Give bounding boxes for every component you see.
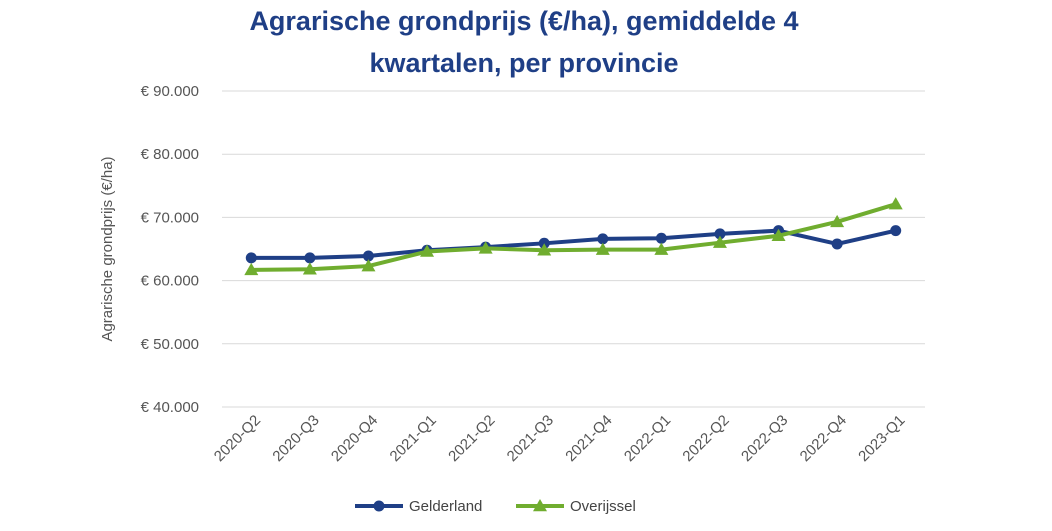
- x-tick-label: 2023-Q1: [855, 412, 908, 465]
- legend-label: Overijssel: [570, 498, 636, 515]
- data-point-gelderland: [362, 250, 374, 262]
- chart-title-line-2: kwartalen, per provincie: [369, 48, 678, 78]
- x-tick-label: 2020-Q3: [269, 412, 322, 465]
- data-point-overijssel: [654, 242, 669, 255]
- y-tick-label: € 80.000: [141, 146, 199, 163]
- legend-item-overijssel: Overijssel: [516, 498, 636, 515]
- data-point-overijssel: [712, 235, 727, 248]
- y-tick-label: € 40.000: [141, 399, 199, 416]
- x-tick-label: 2021-Q3: [504, 412, 557, 465]
- legend-swatch-marker: [373, 500, 385, 512]
- x-tick-label: 2021-Q4: [562, 412, 615, 465]
- data-point-overijssel: [595, 242, 610, 255]
- series-layer: [244, 197, 903, 276]
- x-tick-label: 2021-Q1: [387, 412, 440, 465]
- y-tick-label: € 90.000: [141, 83, 199, 100]
- data-point-overijssel: [830, 214, 845, 228]
- gridlines: [222, 90, 925, 408]
- x-axis-ticks: 2020-Q2 2020-Q3 2020-Q4 2021-Q1 2021-Q2 2021-…: [211, 412, 909, 465]
- data-point-gelderland: [655, 232, 667, 244]
- data-point-gelderland: [831, 238, 843, 250]
- data-point-overijssel: [771, 228, 786, 241]
- y-tick-label: € 50.000: [141, 336, 199, 353]
- data-point-gelderland: [714, 228, 726, 240]
- y-tick-label: € 60.000: [141, 273, 199, 290]
- data-point-gelderland: [245, 252, 257, 264]
- y-tick-label: € 70.000: [141, 209, 199, 226]
- data-point-overijssel: [478, 241, 493, 254]
- legend-item-gelderland: Gelderland: [355, 498, 482, 515]
- x-tick-label: 2022-Q1: [621, 412, 674, 465]
- data-point-overijssel: [888, 197, 903, 210]
- data-point-overijssel: [361, 259, 376, 272]
- chart-title-line-1: Agrarische grondprijs (€/ha), gemiddelde…: [249, 6, 798, 36]
- x-tick-label: 2020-Q4: [328, 412, 381, 465]
- x-tick-label: 2021-Q2: [445, 412, 498, 465]
- legend: Gelderland Overijssel: [355, 498, 636, 515]
- data-point-gelderland: [304, 252, 316, 264]
- data-point-overijssel: [244, 262, 259, 276]
- series-line-overijssel: [249, 202, 898, 272]
- x-tick-label: 2022-Q4: [797, 412, 850, 465]
- x-tick-label: 2022-Q2: [679, 412, 732, 465]
- data-point-gelderland: [890, 225, 902, 237]
- chart-title: Agrarische grondprijs (€/ha), gemiddelde…: [249, 6, 798, 78]
- series-line-gelderland: [249, 228, 898, 260]
- x-tick-label: 2020-Q2: [211, 412, 264, 465]
- data-point-overijssel: [302, 262, 317, 275]
- data-point-overijssel: [537, 243, 552, 256]
- legend-swatch-marker: [533, 499, 547, 512]
- y-axis-title: Agrarische grondprijs (€/ha): [99, 156, 116, 341]
- data-point-gelderland: [597, 233, 609, 245]
- x-tick-label: 2022-Q3: [738, 412, 791, 465]
- data-point-overijssel: [420, 244, 435, 257]
- series-overijssel: [244, 197, 903, 276]
- legend-label: Gelderland: [409, 498, 482, 515]
- y-axis-ticks: € 90.000 € 80.000 € 70.000 € 60.000 € 50.000…: [141, 83, 199, 416]
